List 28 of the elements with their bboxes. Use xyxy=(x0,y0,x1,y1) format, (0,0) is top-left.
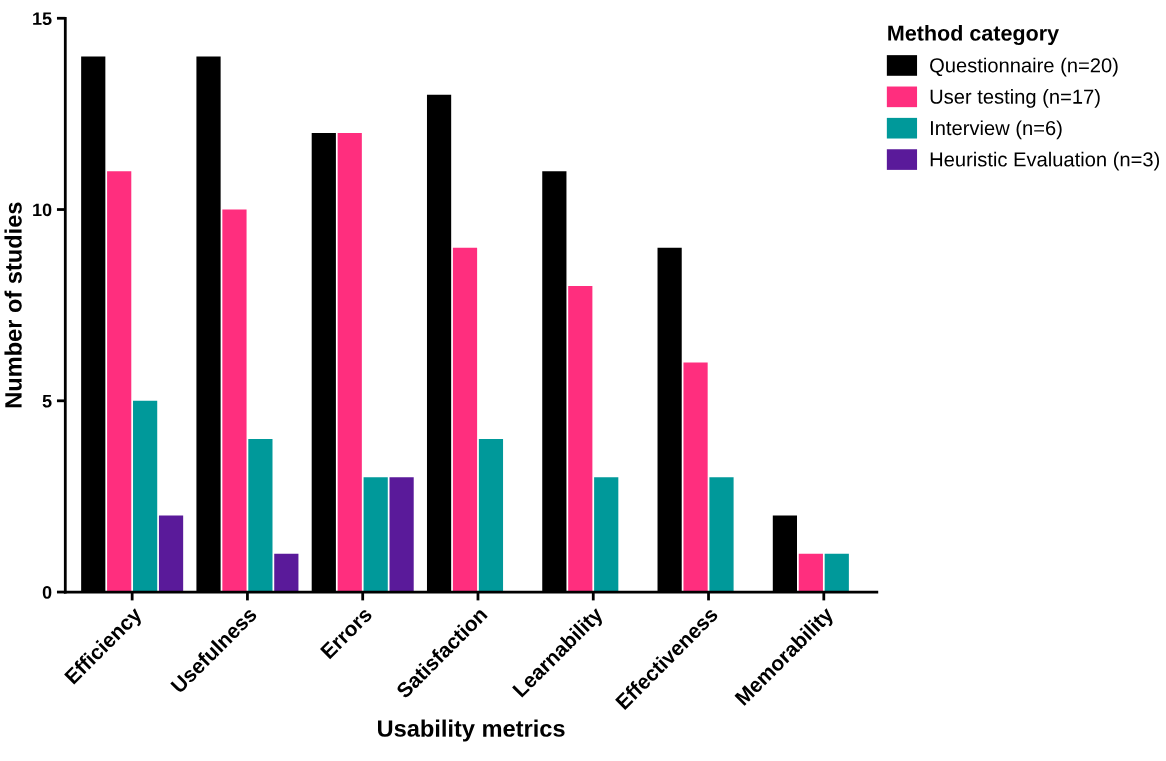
bar xyxy=(478,439,504,593)
legend-title: Method category xyxy=(888,24,1059,46)
x-axis-title: Usability metrics xyxy=(378,719,565,742)
bar xyxy=(363,477,388,593)
bar xyxy=(337,133,362,593)
legend-label: Interview (n=6) xyxy=(930,120,1062,140)
bar xyxy=(709,477,734,593)
bar xyxy=(594,477,619,593)
legend-label: Heuristic Evaluation (n=3) xyxy=(930,151,1160,171)
legend-label: User testing (n=17) xyxy=(930,89,1100,108)
legend-label: Questionnaire (n=20) xyxy=(930,57,1118,77)
bar xyxy=(133,400,158,593)
bar xyxy=(158,515,184,593)
bar xyxy=(222,209,247,593)
y-tick-label: 0 xyxy=(42,585,52,599)
bar xyxy=(274,553,299,593)
bar xyxy=(452,247,478,593)
y-tick-label: 15 xyxy=(33,12,52,25)
y-tick-label: 10 xyxy=(33,203,52,217)
bar xyxy=(389,477,414,593)
bar xyxy=(683,362,708,593)
bar xyxy=(107,171,132,593)
bar xyxy=(248,439,273,593)
y-axis-title: Number of studies xyxy=(4,202,22,408)
bar xyxy=(798,553,823,593)
bar xyxy=(824,553,849,593)
bar xyxy=(568,286,593,593)
y-tick-label: 5 xyxy=(42,394,52,408)
